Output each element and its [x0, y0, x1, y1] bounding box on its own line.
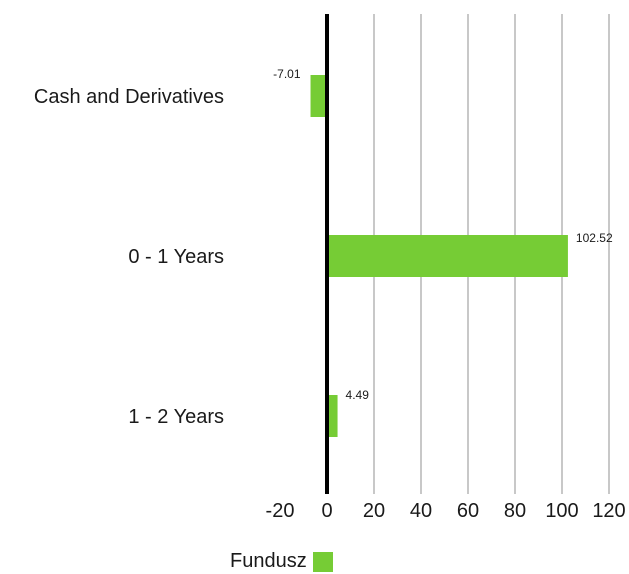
- legend-label: Fundusz: [230, 550, 307, 572]
- data-label-0: -7.01: [273, 67, 301, 81]
- x-axis-tick-labels: -20 0 20 40 60 80 100 120: [266, 500, 626, 522]
- x-tick-label-7: 120: [592, 500, 625, 522]
- x-tick-label-5: 80: [504, 500, 526, 522]
- bar-2: [327, 395, 338, 437]
- x-tick-label-4: 60: [457, 500, 479, 522]
- x-tick-label-0: -20: [266, 500, 295, 522]
- legend-swatch: [312, 551, 333, 572]
- data-label-2: 4.49: [346, 388, 370, 402]
- bar-0: [310, 75, 327, 117]
- data-labels: -7.01 102.52 4.49: [273, 67, 613, 402]
- x-tick-label-3: 40: [410, 500, 432, 522]
- category-label-2: 1 - 2 Years: [128, 406, 224, 428]
- category-label-1: 0 - 1 Years: [128, 246, 224, 268]
- category-labels: Cash and Derivatives 0 - 1 Years 1 - 2 Yea…: [34, 86, 224, 428]
- x-tick-label-2: 20: [363, 500, 385, 522]
- x-tick-label-6: 100: [545, 500, 578, 522]
- bars: [310, 75, 568, 437]
- bar-1: [327, 235, 568, 277]
- category-label-0: Cash and Derivatives: [34, 86, 224, 108]
- legend: Fundusz: [230, 550, 333, 573]
- x-tick-label-1: 0: [321, 500, 332, 522]
- data-label-1: 102.52: [576, 231, 613, 245]
